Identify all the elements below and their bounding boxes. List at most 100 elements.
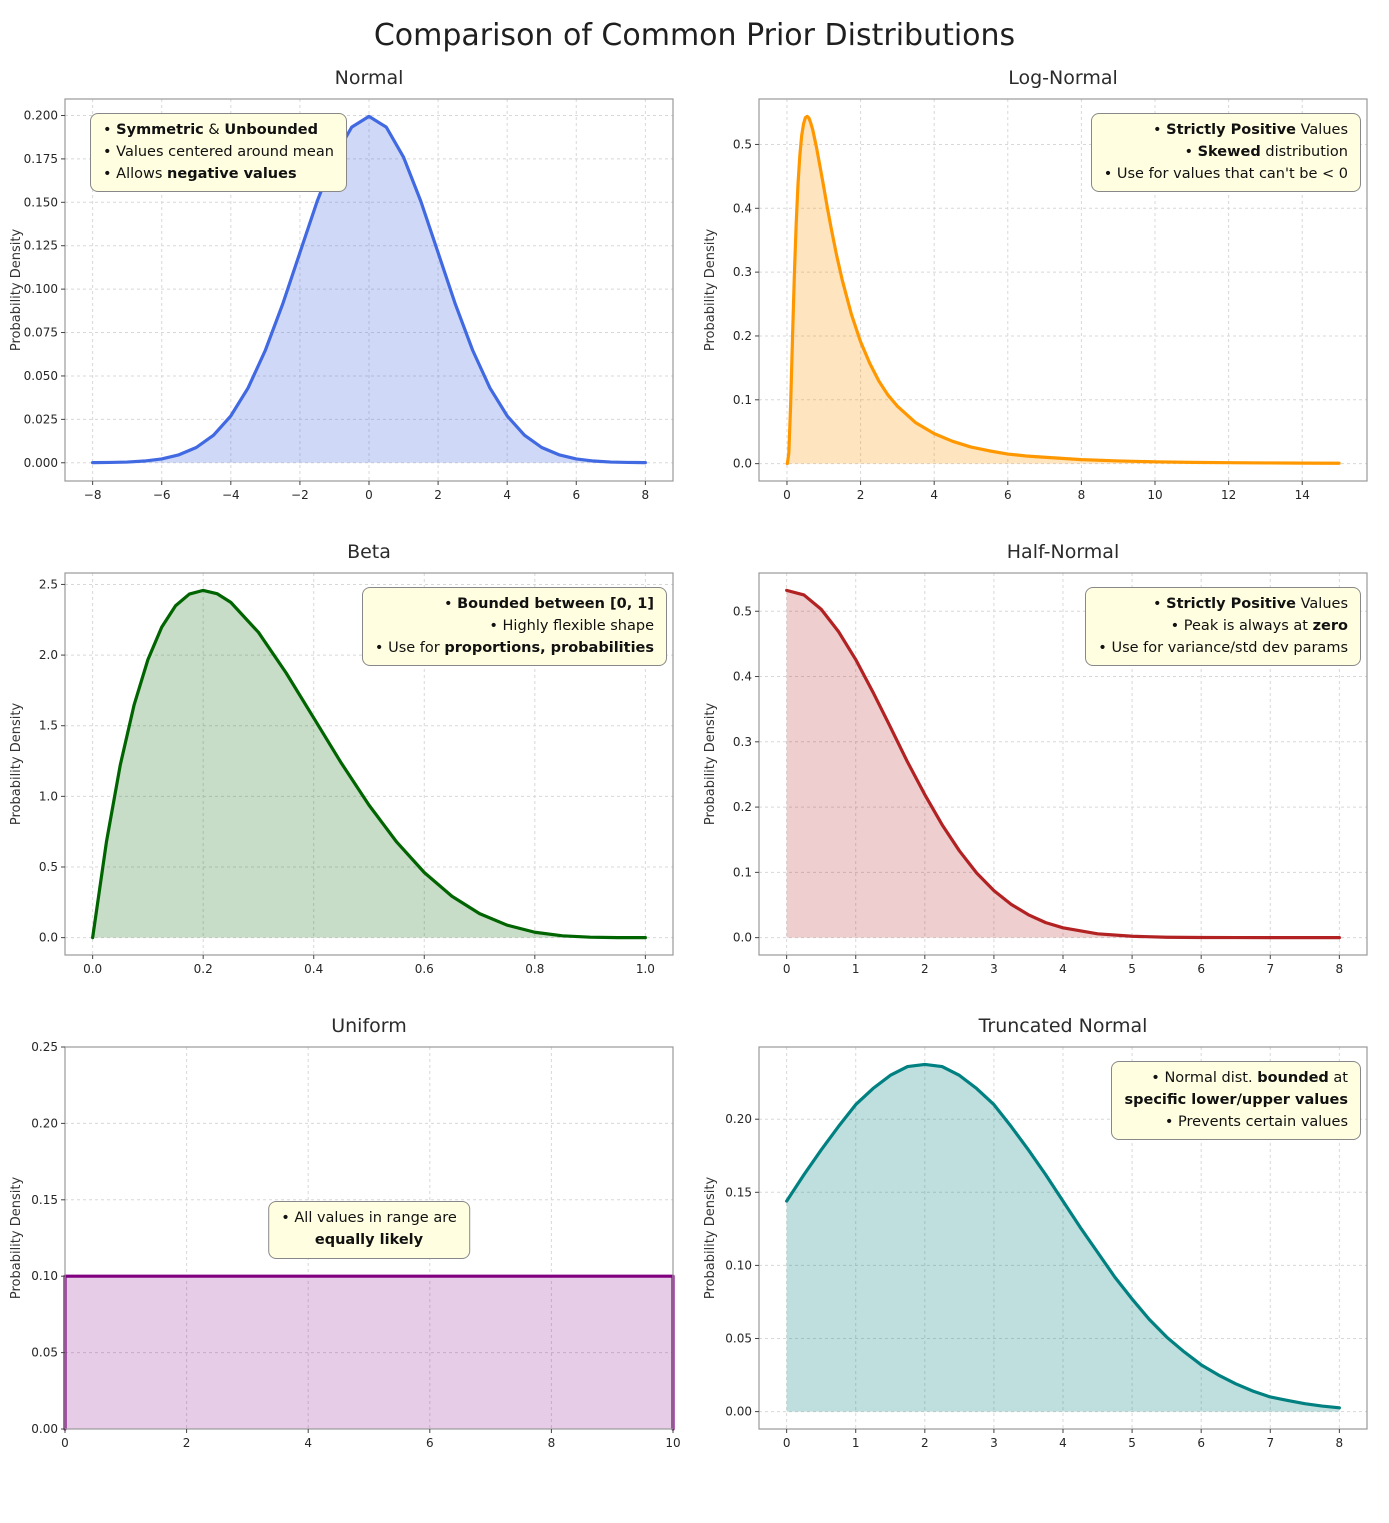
y-tick-label: 2.5 xyxy=(39,577,58,591)
annotation-line: • Peak is always at zero xyxy=(1170,617,1348,634)
subplot-uniform: Uniform 0 2 4 6 8 10 0.00 0.05 0.10 0.15 0.20 0.25 Pr… xyxy=(0,1011,694,1485)
x-tick-label: 7 xyxy=(1266,1436,1274,1450)
y-tick-label: 2.0 xyxy=(39,648,58,662)
annotation-line: • Values centered around mean xyxy=(103,143,334,160)
chart-canvas-uniform: 0 2 4 6 8 10 0.00 0.05 0.10 0.15 0.20 0.25 Probabili… xyxy=(9,1040,681,1450)
y-tick-label: 0.2 xyxy=(733,800,752,814)
x-tick-label: 0 xyxy=(783,962,791,976)
annotation-line: • Strictly Positive Values xyxy=(1152,122,1348,138)
annotation-line: • Prevents certain values xyxy=(1164,1113,1348,1130)
annotation-line: • Bounded between [0, 1] xyxy=(443,596,654,612)
x-tick-label: 8 xyxy=(642,488,650,502)
chart-title-normal: Normal xyxy=(334,67,404,89)
subplot-lognormal: Log-Normal 0 2 4 6 8 10 12 14 0.0 0.1 0.2 0.3 0.4 0.5 P… xyxy=(694,63,1388,537)
subplot-normal: Normal −8 −6 −4 −2 0 2 4 6 8 0.000 0.025 0.050 0.075 0… xyxy=(0,63,694,537)
density-fill xyxy=(786,590,1340,938)
y-tick-label: 0.1 xyxy=(733,393,752,407)
y-tick-label: 0.125 xyxy=(24,239,58,253)
y-tick-label: 0.4 xyxy=(733,201,752,215)
axes-frame xyxy=(64,572,674,956)
x-tick-label: 4 xyxy=(1059,1436,1067,1450)
figure-title: Comparison of Common Prior Distributions xyxy=(373,18,1016,53)
chart-normal: −8 −6 −4 −2 0 2 4 6 8 0.000 0.025 0.050 0.075 0.100 0.… xyxy=(7,91,687,515)
chart-title-uniform: Uniform xyxy=(331,1015,407,1037)
annotation-line: specific lower/upper values xyxy=(1124,1091,1348,1108)
y-tick-label: 0.2 xyxy=(733,329,752,343)
y-axis-label: Probability Density xyxy=(703,1177,718,1300)
x-tick-label: −4 xyxy=(222,488,240,502)
density-curve xyxy=(785,1062,1341,1410)
x-tick-label: 4 xyxy=(930,488,938,502)
annotation-lognormal: • Strictly Positive Values • Skewed distr… xyxy=(1090,113,1361,193)
density-curve xyxy=(785,114,1341,466)
x-tick-label: 0 xyxy=(365,488,373,502)
x-tick-label: 4 xyxy=(304,1436,312,1450)
x-tick-label: 5 xyxy=(1128,962,1136,976)
y-tick-label: 0.3 xyxy=(733,735,752,749)
x-tick-label: 1 xyxy=(852,1436,860,1450)
y-tick-label: 0.20 xyxy=(725,1112,752,1126)
density-fill xyxy=(787,116,1340,464)
x-tick-label: 0 xyxy=(783,488,791,502)
chart-title-halfnormal: Half-Normal xyxy=(1006,541,1120,563)
chart-beta: 0.0 0.2 0.4 0.6 0.8 1.0 0.0 0.5 1.0 1.5 2.0 2.5 Prob… xyxy=(7,565,687,989)
y-tick-label: 0.10 xyxy=(725,1258,752,1272)
x-tick-label: 0 xyxy=(783,1436,791,1450)
y-tick-label: 1.5 xyxy=(39,719,58,733)
subplot-beta: Beta 0.0 0.2 0.4 0.6 0.8 1.0 0.0 0.5 1.0 1.5 2.0 2.5… xyxy=(0,537,694,1011)
annotation-line: equally likely xyxy=(314,1231,424,1248)
x-tick-label: 6 xyxy=(1197,1436,1205,1450)
y-tick-label: 0.0 xyxy=(39,931,58,945)
y-tick-label: 0.25 xyxy=(31,1040,58,1054)
x-tick-label: 0.6 xyxy=(415,962,434,976)
annotation-truncnormal: • Normal dist. bounded at specific lower/… xyxy=(1111,1061,1361,1141)
y-tick-label: 0.100 xyxy=(24,282,58,296)
y-tick-label: 0.00 xyxy=(31,1422,58,1436)
x-tick-label: 8 xyxy=(1078,488,1086,502)
density-curve xyxy=(785,588,1341,940)
x-tick-label: 2 xyxy=(921,1436,929,1450)
x-tick-label: −2 xyxy=(291,488,309,502)
x-tick-label: 10 xyxy=(665,1436,680,1450)
annotation-beta: • Bounded between [0, 1] • Highly flexibl… xyxy=(361,587,667,667)
y-axis-label: Probability Density xyxy=(703,229,718,352)
annotation-normal: • Symmetric & Unbounded • Values centered… xyxy=(90,113,347,193)
x-tick-label: 1.0 xyxy=(636,962,655,976)
y-tick-label: 0.4 xyxy=(733,670,752,684)
x-tick-label: 0.8 xyxy=(525,962,544,976)
x-tick-label: 0.0 xyxy=(83,962,102,976)
x-tick-label: 3 xyxy=(990,962,998,976)
y-tick-label: 0.175 xyxy=(24,152,58,166)
y-tick-label: 0.5 xyxy=(733,137,752,151)
density-fill xyxy=(65,1276,673,1429)
y-tick-label: 0.1 xyxy=(733,865,752,879)
figure: Comparison of Common Prior Distributions… xyxy=(0,18,1389,1485)
axes-frame xyxy=(64,1046,674,1430)
x-tick-label: 4 xyxy=(1059,962,1067,976)
x-tick-label: 14 xyxy=(1295,488,1310,502)
subplot-halfnormal: Half-Normal 0 1 2 3 4 5 6 7 8 0.0 0.1 0.2 0.3 0.4 0.5 Pr… xyxy=(694,537,1388,1011)
chart-title-truncnormal: Truncated Normal xyxy=(978,1015,1148,1037)
x-tick-label: 0.2 xyxy=(194,962,213,976)
x-tick-label: 3 xyxy=(990,1436,998,1450)
x-tick-label: 8 xyxy=(1336,1436,1344,1450)
density-curve xyxy=(91,588,647,940)
x-tick-label: 6 xyxy=(572,488,580,502)
annotation-halfnormal: • Strictly Positive Values • Peak is alwa… xyxy=(1085,587,1361,667)
annotation-uniform: • All values in range are equally likely xyxy=(268,1201,470,1259)
density-curve xyxy=(91,114,647,465)
y-tick-label: 1.0 xyxy=(39,789,58,803)
y-tick-label: 0.00 xyxy=(725,1405,752,1419)
annotation-line: • Normal dist. bounded at xyxy=(1151,1070,1348,1086)
chart-canvas-truncnormal: 0 1 2 3 4 5 6 7 8 0.00 0.05 0.10 0.15 0.20 Probability… xyxy=(703,1046,1368,1450)
x-tick-label: −6 xyxy=(153,488,171,502)
annotation-line: • Highly flexible shape xyxy=(489,617,654,634)
y-tick-label: 0.150 xyxy=(24,195,58,209)
axes-frame xyxy=(758,98,1368,482)
x-tick-label: 12 xyxy=(1221,488,1236,502)
subplot-grid: Normal −8 −6 −4 −2 0 2 4 6 8 0.000 0.025 0.050 0.075 0… xyxy=(0,63,1389,1485)
annotation-line: • Use for variance/std dev params xyxy=(1098,639,1348,656)
density-fill xyxy=(92,590,646,938)
annotation-line: • Symmetric & Unbounded xyxy=(103,122,318,138)
chart-truncnormal: 0 1 2 3 4 5 6 7 8 0.00 0.05 0.10 0.15 0.20 Probability… xyxy=(701,1039,1381,1463)
